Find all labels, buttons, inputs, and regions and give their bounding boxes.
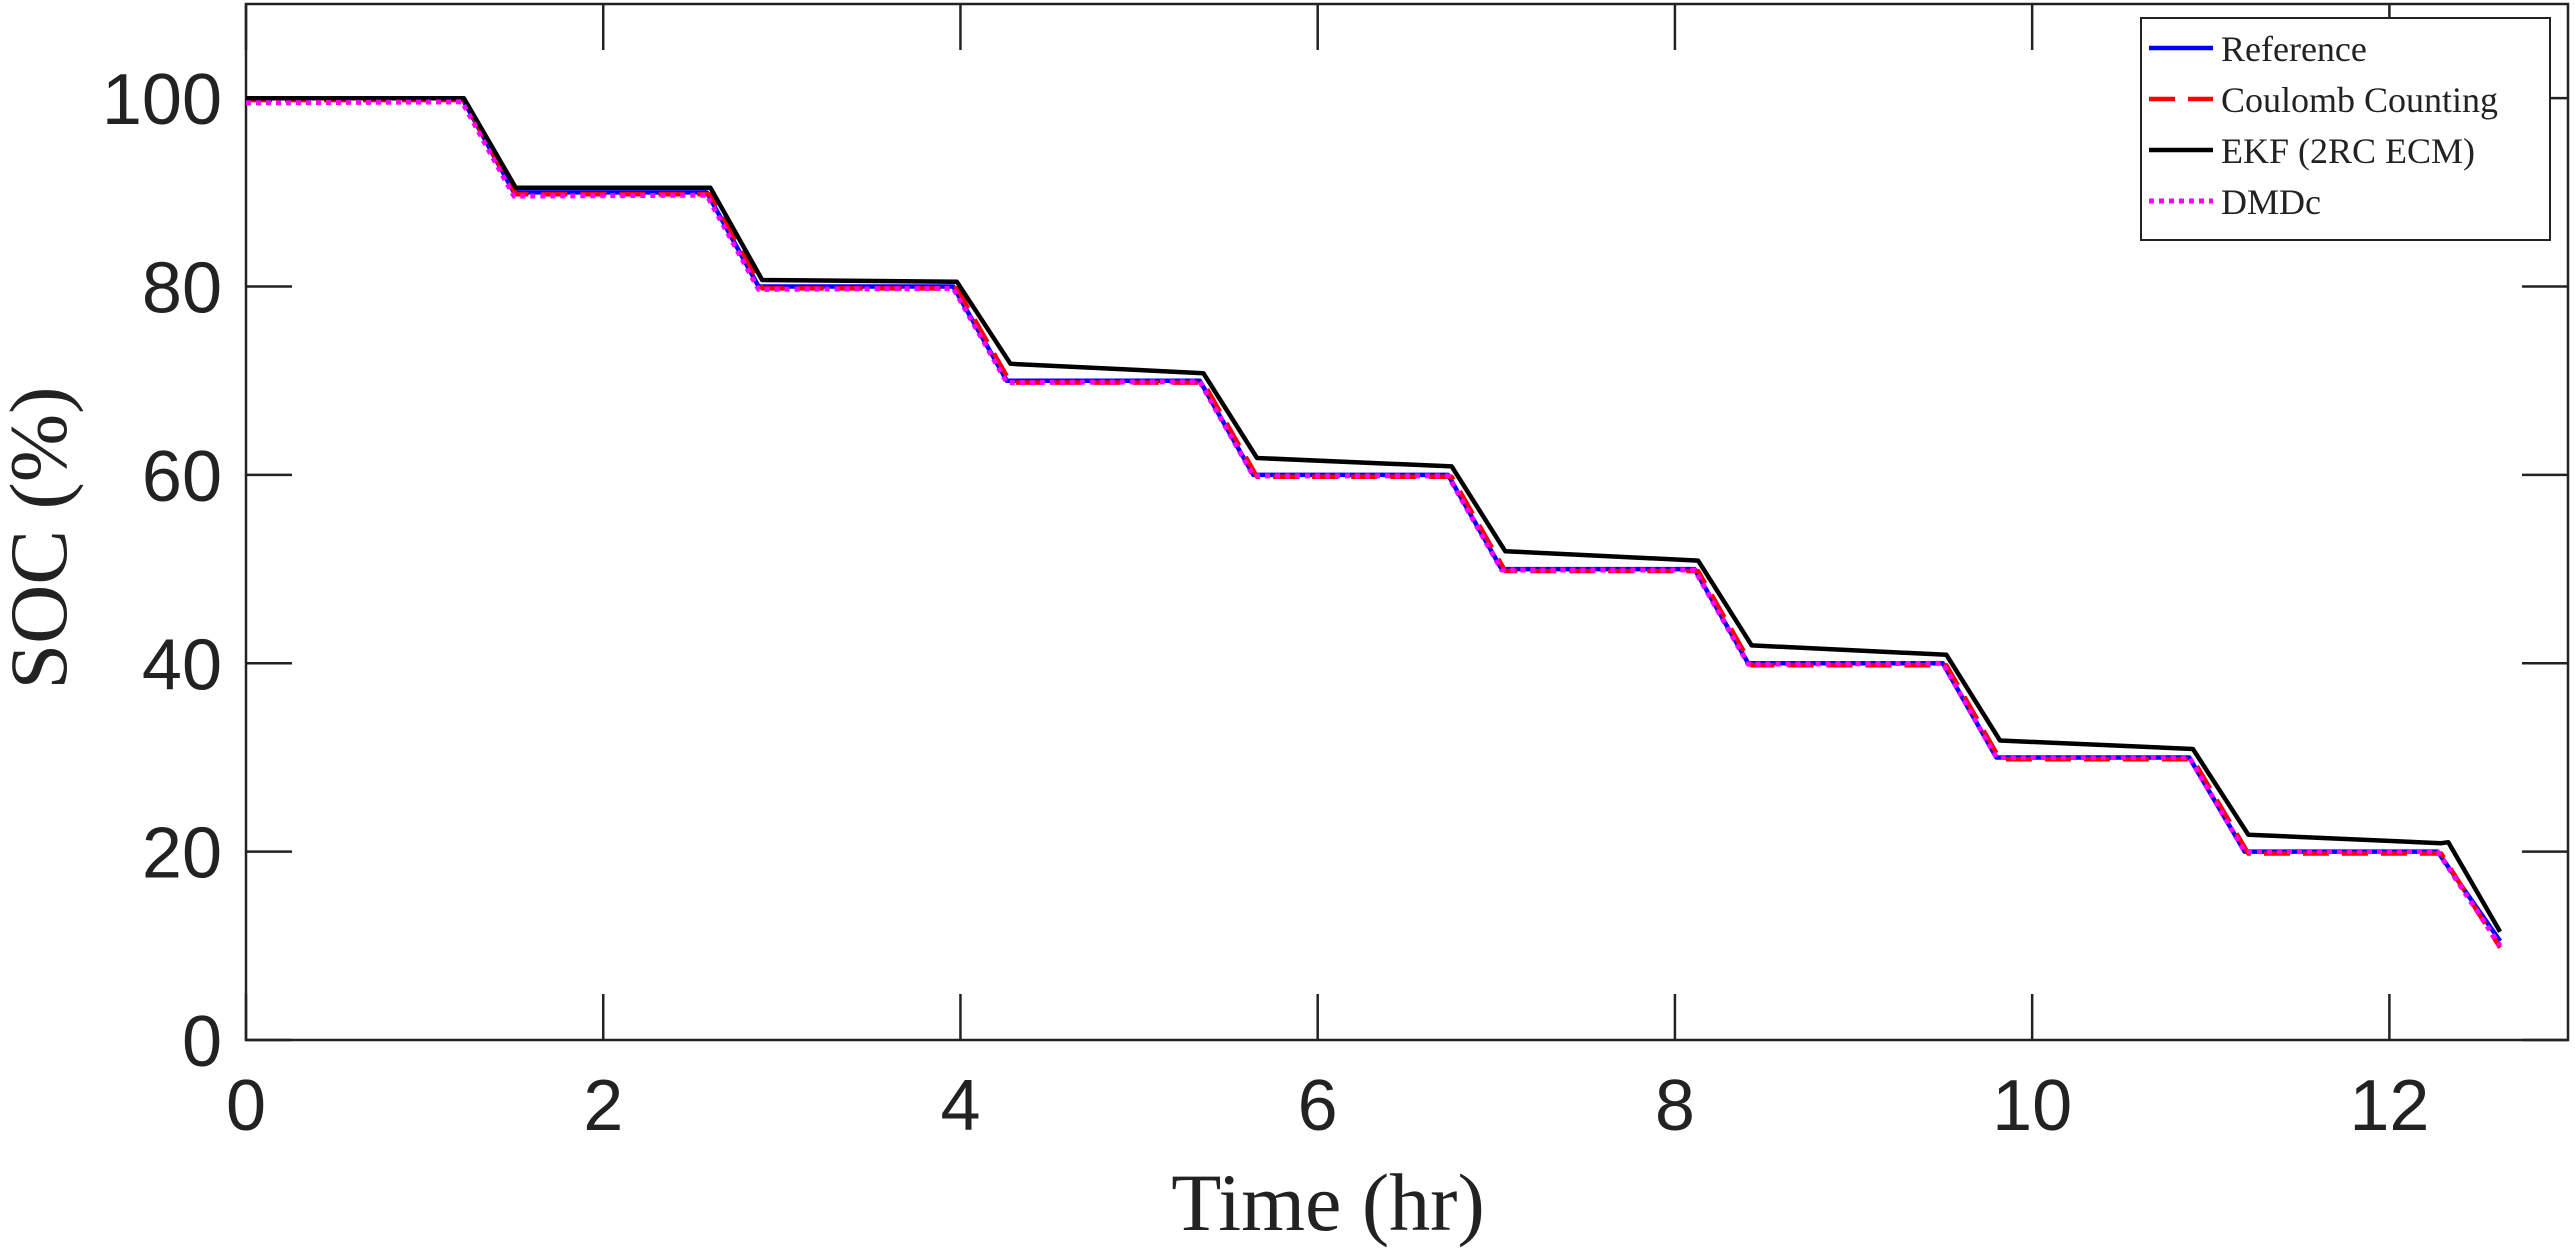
legend-label: DMDc: [2221, 182, 2321, 222]
y-tick-label: 40: [142, 625, 222, 705]
x-tick-label: 4: [940, 1066, 980, 1146]
x-tick-label: 12: [2349, 1066, 2429, 1146]
y-tick-label: 100: [102, 60, 222, 140]
y-tick-label: 80: [142, 249, 222, 329]
y-axis-title: SOC (%): [0, 387, 84, 690]
x-axis-title: Time (hr): [1171, 1157, 1485, 1248]
x-tick-label: 6: [1298, 1066, 1338, 1146]
legend-label: EKF (2RC ECM): [2221, 131, 2475, 171]
x-tick-label: 2: [583, 1066, 623, 1146]
x-tick-label: 8: [1655, 1066, 1695, 1146]
x-tick-label: 10: [1992, 1066, 2072, 1146]
y-tick-label: 60: [142, 437, 222, 517]
legend-label: Coulomb Counting: [2221, 80, 2498, 120]
x-tick-label: 0: [226, 1066, 266, 1146]
legend-label: Reference: [2221, 29, 2367, 69]
legend: Reference Coulomb Counting EKF (2RC ECM) DM…: [2140, 17, 2551, 241]
y-tick-label: 20: [142, 814, 222, 894]
y-tick-label: 0: [182, 1002, 222, 1082]
series-line-coulomb-counting: [246, 97, 2503, 949]
axes-frame: [244, 2, 2570, 1042]
series-line-ekf-2rc-ecm: [246, 95, 2503, 933]
series-line-dmdc: [245, 99, 2503, 948]
plot-area: 0 2 4 6 8 10 12 0 20 40 60 80 100: [102, 2, 2570, 1146]
